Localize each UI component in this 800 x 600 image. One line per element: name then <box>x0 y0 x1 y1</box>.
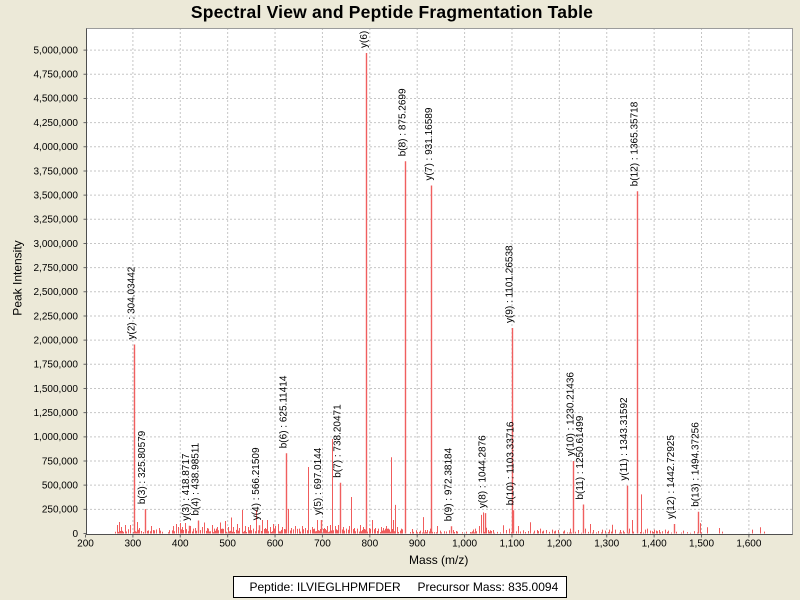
svg-text:y(7) : 931.16589: y(7) : 931.16589 <box>424 107 435 180</box>
svg-text:b(6) : 625.11414: b(6) : 625.11414 <box>279 375 290 448</box>
svg-text:y(6) : 794.21033: y(6) : 794.21033 <box>359 0 370 48</box>
svg-text:2,750,000: 2,750,000 <box>34 263 79 274</box>
svg-text:b(10) : 1103.33716: b(10) : 1103.33716 <box>505 421 516 505</box>
svg-text:y(4) : 566.21509: y(4) : 566.21509 <box>251 447 262 520</box>
svg-text:1,200: 1,200 <box>547 539 572 550</box>
svg-text:300: 300 <box>125 539 142 550</box>
svg-text:y(9) : 1101.26538: y(9) : 1101.26538 <box>504 245 515 323</box>
svg-text:b(13) : 1494.37256: b(13) : 1494.37256 <box>691 422 702 507</box>
svg-text:y(2) : 304.03442: y(2) : 304.03442 <box>127 266 138 339</box>
svg-text:500: 500 <box>219 539 236 550</box>
svg-text:200: 200 <box>77 539 94 550</box>
svg-text:b(8) : 875.2699: b(8) : 875.2699 <box>397 88 408 156</box>
svg-text:b(7) : 738.20471: b(7) : 738.20471 <box>332 404 343 478</box>
svg-text:250,000: 250,000 <box>42 505 79 516</box>
svg-text:2,250,000: 2,250,000 <box>34 311 79 322</box>
svg-text:b(9) : 972.38184: b(9) : 972.38184 <box>443 447 454 521</box>
svg-text:4,750,000: 4,750,000 <box>34 70 79 81</box>
svg-text:y(10) : 1230.21436: y(10) : 1230.21436 <box>565 372 576 456</box>
svg-text:0: 0 <box>72 529 78 540</box>
svg-text:1,250,000: 1,250,000 <box>34 408 79 419</box>
svg-text:4,250,000: 4,250,000 <box>34 118 79 129</box>
svg-text:1,100: 1,100 <box>499 539 524 550</box>
svg-text:b(11) : 1250.61499: b(11) : 1250.61499 <box>575 415 586 499</box>
svg-text:1,000,000: 1,000,000 <box>34 432 79 443</box>
svg-text:Peptide: ILVIEGLHPMFDER: Peptide: ILVIEGLHPMFDER <box>250 580 402 594</box>
svg-text:1,300: 1,300 <box>594 539 619 550</box>
svg-text:Peak Intensity: Peak Intensity <box>11 240 25 315</box>
svg-text:1,500: 1,500 <box>689 539 714 550</box>
svg-text:800: 800 <box>361 539 378 550</box>
svg-text:y(5) : 697.0144: y(5) : 697.0144 <box>313 447 324 515</box>
svg-text:900: 900 <box>409 539 426 550</box>
svg-text:y(11) : 1343.31592: y(11) : 1343.31592 <box>619 397 630 481</box>
svg-text:4,000,000: 4,000,000 <box>34 142 79 153</box>
svg-text:2,500,000: 2,500,000 <box>34 287 79 298</box>
svg-text:1,750,000: 1,750,000 <box>34 360 79 371</box>
svg-text:700: 700 <box>314 539 331 550</box>
svg-text:2,000,000: 2,000,000 <box>34 335 79 346</box>
svg-text:b(3) : 325.80579: b(3) : 325.80579 <box>137 430 148 504</box>
svg-text:1,600: 1,600 <box>736 539 761 550</box>
svg-text:750,000: 750,000 <box>42 456 79 467</box>
svg-text:400: 400 <box>172 539 189 550</box>
svg-text:1,000: 1,000 <box>452 539 477 550</box>
svg-text:500,000: 500,000 <box>42 480 79 491</box>
svg-text:Spectral View and Peptide Frag: Spectral View and Peptide Fragmentation … <box>191 2 593 22</box>
svg-text:1,500,000: 1,500,000 <box>34 384 79 395</box>
svg-text:b(12) : 1365.35718: b(12) : 1365.35718 <box>630 101 641 186</box>
svg-text:3,500,000: 3,500,000 <box>34 190 79 201</box>
svg-text:3,750,000: 3,750,000 <box>34 166 79 177</box>
svg-text:b(4) : 438.98511: b(4) : 438.98511 <box>191 442 202 515</box>
svg-text:3,000,000: 3,000,000 <box>34 239 79 250</box>
svg-text:y(8) : 1044.2876: y(8) : 1044.2876 <box>477 435 488 508</box>
svg-text:5,000,000: 5,000,000 <box>34 45 79 56</box>
svg-text:4,500,000: 4,500,000 <box>34 94 79 105</box>
svg-text:1,400: 1,400 <box>642 539 667 550</box>
svg-text:600: 600 <box>267 539 284 550</box>
svg-text:y(3) : 418.8717: y(3) : 418.8717 <box>181 453 192 521</box>
svg-text:Mass (m/z): Mass (m/z) <box>409 553 468 567</box>
svg-text:y(12) : 1442.72925: y(12) : 1442.72925 <box>666 435 677 519</box>
svg-text:3,250,000: 3,250,000 <box>34 215 79 226</box>
svg-text:Precursor Mass: 835.0094: Precursor Mass: 835.0094 <box>418 580 559 594</box>
